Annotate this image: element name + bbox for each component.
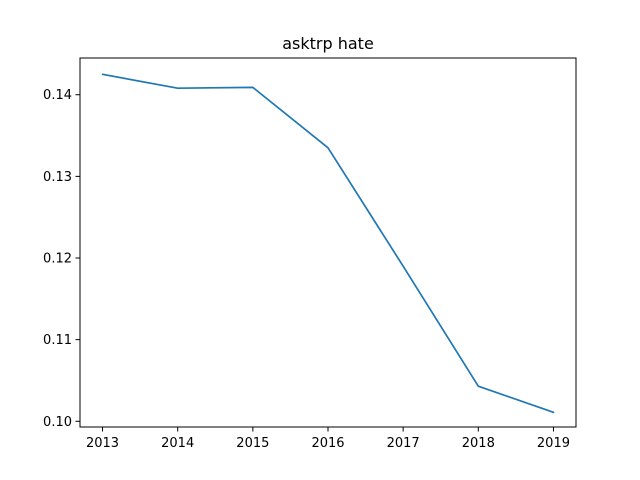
x-tick-label: 2016 bbox=[311, 436, 344, 451]
y-tick-label: 0.13 bbox=[43, 170, 72, 185]
y-tick-label: 0.14 bbox=[43, 88, 72, 103]
x-tick-label: 2015 bbox=[236, 436, 269, 451]
y-tick-label: 0.11 bbox=[43, 333, 72, 348]
plot-area: 2013 2014 2015 2016 2017 2018 2019 0.10 0.11 0.12… bbox=[43, 57, 577, 451]
x-tick-label: 2017 bbox=[387, 436, 420, 451]
x-tick-label: 2014 bbox=[161, 436, 194, 451]
x-tick-label: 2013 bbox=[86, 436, 119, 451]
chart-title: asktrp hate bbox=[282, 34, 374, 53]
series-line bbox=[101, 73, 555, 414]
y-tick-label: 0.12 bbox=[43, 252, 72, 267]
x-tick-label: 2019 bbox=[537, 436, 570, 451]
x-tick-label: 2018 bbox=[462, 436, 495, 451]
y-tick-label: 0.10 bbox=[43, 415, 72, 430]
